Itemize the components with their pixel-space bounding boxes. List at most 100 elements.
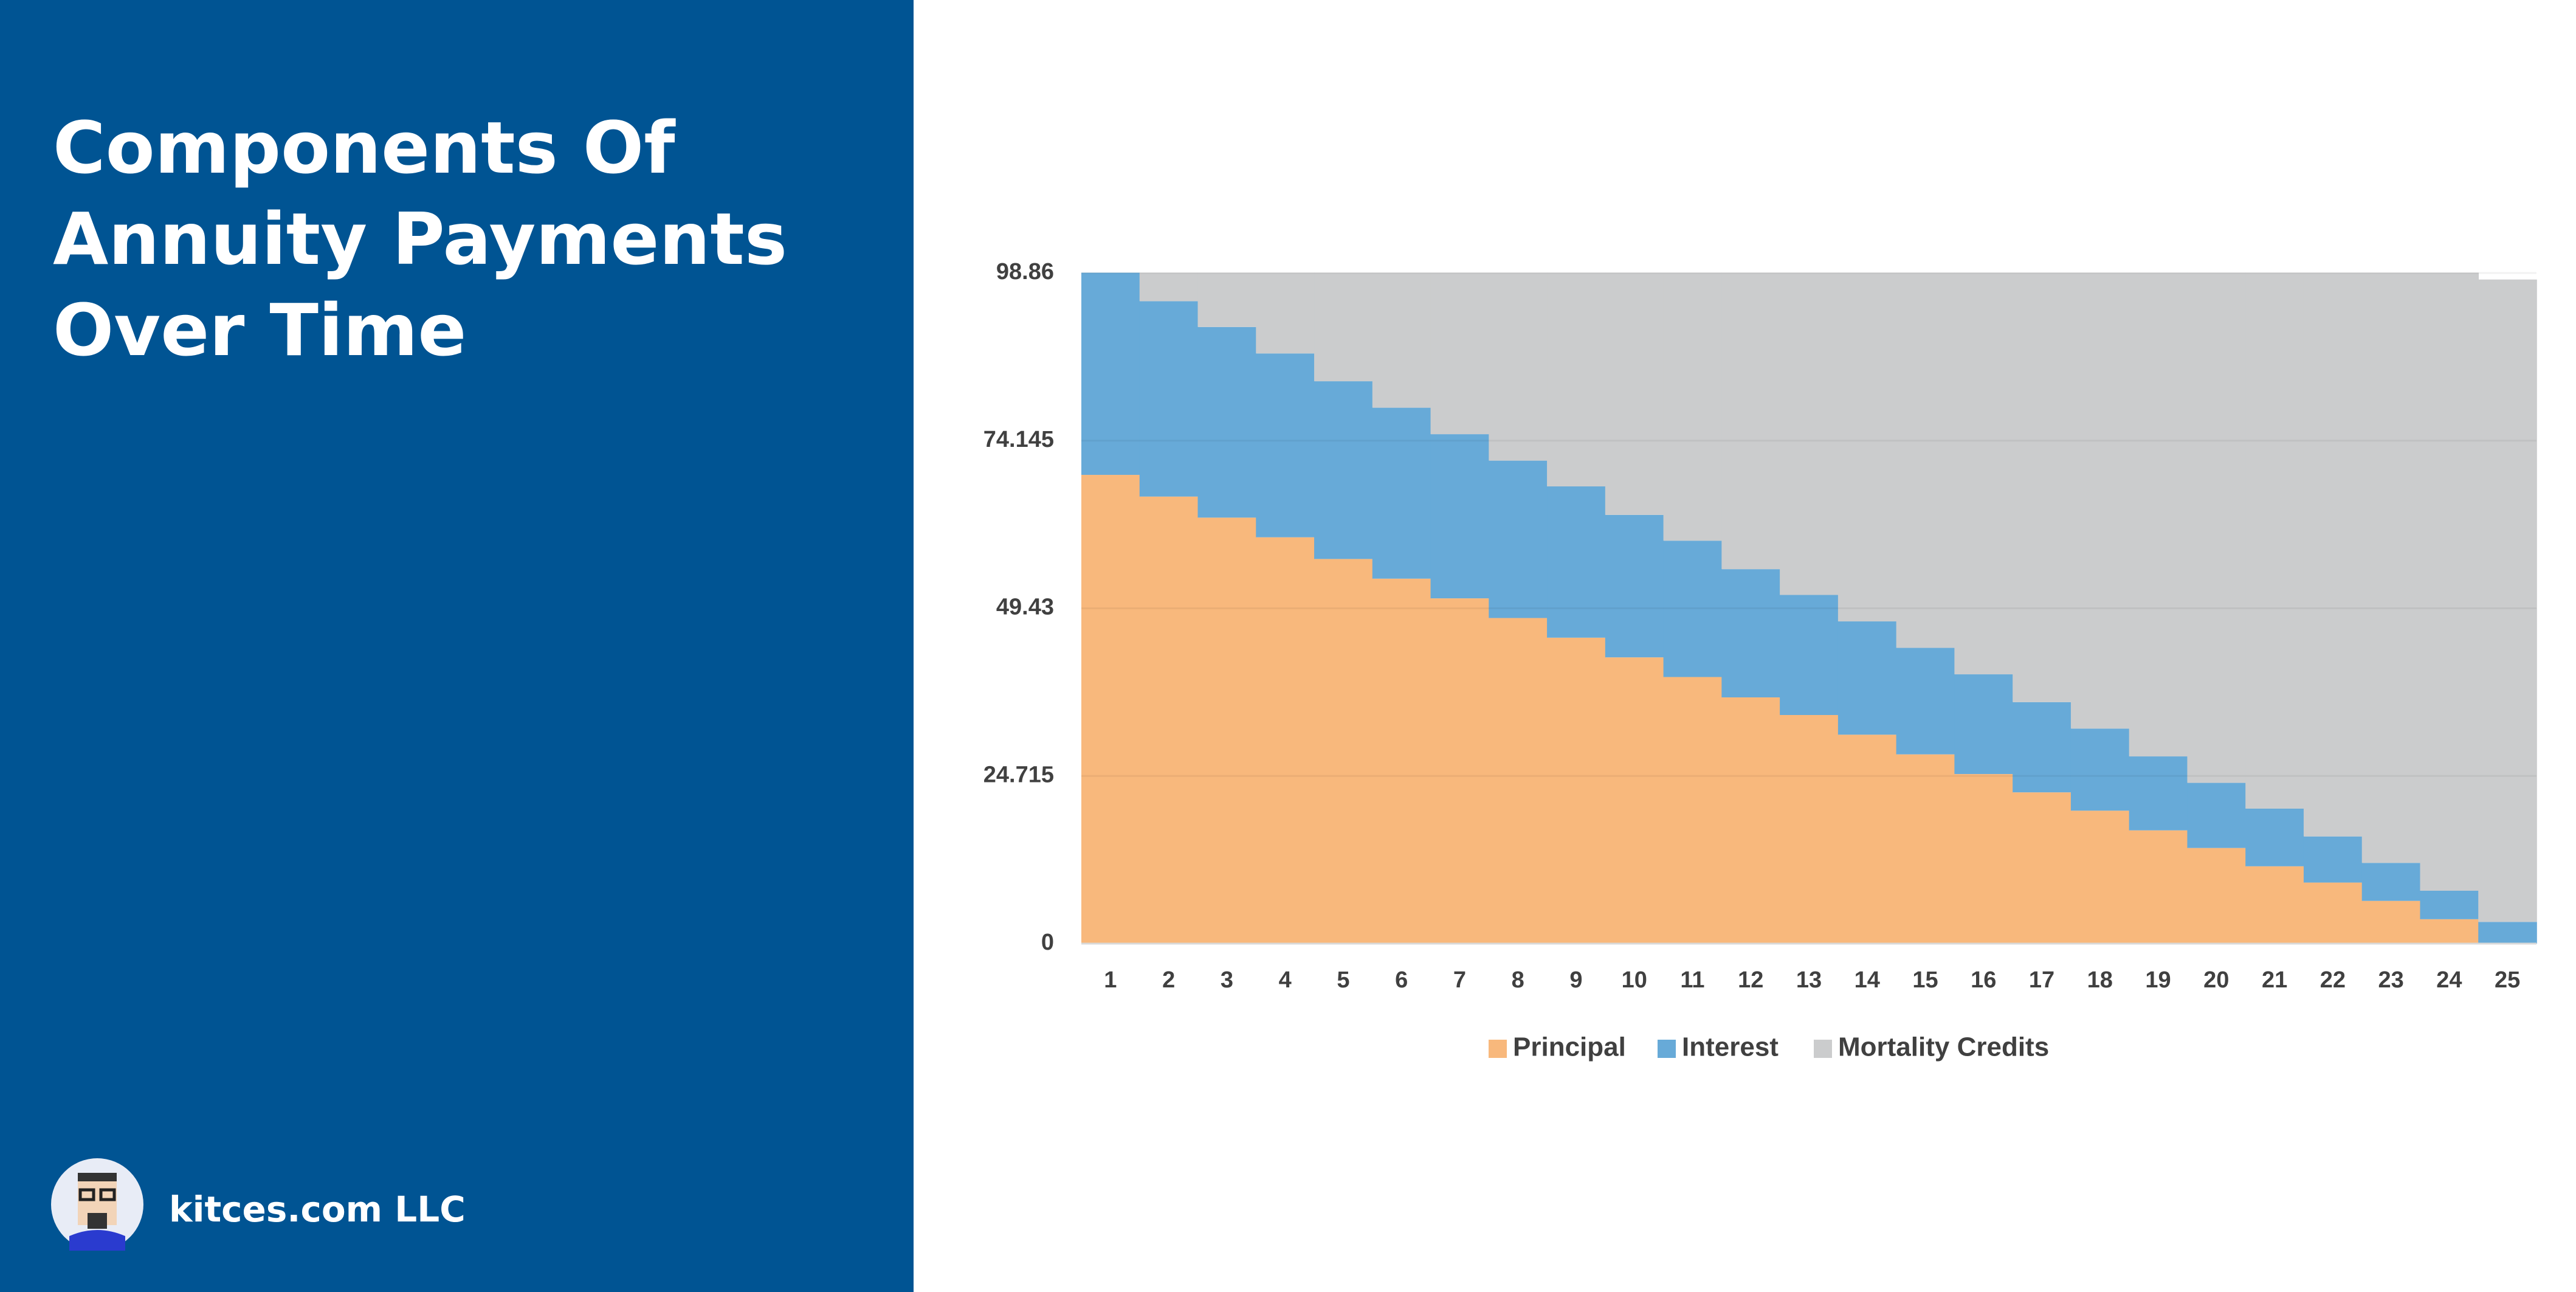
x-tick-label: 25 — [2495, 967, 2520, 993]
bar-segment — [1954, 674, 2013, 775]
bar-segment — [1139, 272, 1199, 302]
legend-swatch — [1814, 1040, 1832, 1058]
x-tick-label: 9 — [1569, 967, 1582, 993]
bar-segment — [2420, 919, 2479, 944]
bar-segment — [1780, 272, 1839, 595]
bar-segment — [2187, 782, 2246, 848]
bar-segment — [1256, 272, 1315, 354]
y-tick-label: 98.86 — [996, 259, 1054, 285]
bar-segment — [1547, 486, 1606, 638]
bar-segment — [2478, 922, 2537, 944]
bar-segment — [1837, 734, 1897, 944]
bar-segment — [1605, 272, 1664, 515]
bar-segment — [1721, 569, 1780, 697]
bar-segment — [1256, 537, 1315, 944]
legend-label: Mortality Credits — [1838, 1032, 2049, 1062]
bar-segment — [2129, 272, 2188, 757]
bar-segment — [2070, 272, 2130, 729]
bar-segment — [2129, 830, 2188, 944]
bar-segment — [2245, 272, 2304, 809]
bar-segment — [1780, 595, 1839, 716]
bar-segment — [1256, 353, 1315, 537]
x-tick-label: 7 — [1453, 967, 1466, 993]
bar-segment — [2013, 272, 2071, 702]
bar-segment — [1314, 272, 1373, 382]
x-tick-label: 3 — [1221, 967, 1233, 993]
x-tick-label: 13 — [1796, 967, 1822, 993]
x-tick-label: 10 — [1622, 967, 1647, 993]
bar-segment — [2361, 900, 2421, 944]
bar-segment — [2070, 728, 2130, 811]
bar-segment — [1197, 272, 1257, 327]
x-tick-label: 2 — [1162, 967, 1175, 993]
y-tick-label: 74.145 — [983, 427, 1054, 452]
bar-segment — [2245, 866, 2304, 944]
bar-segment — [2478, 279, 2537, 922]
bar-segment — [1663, 677, 1723, 944]
legend-label: Interest — [1682, 1032, 1779, 1062]
legend-swatch — [1658, 1040, 1676, 1058]
legend-label: Principal — [1513, 1032, 1626, 1062]
y-tick-label: 49.43 — [996, 595, 1054, 620]
bar-segment — [1605, 657, 1664, 944]
x-tick-label: 20 — [2203, 967, 2229, 993]
x-tick-label: 8 — [1512, 967, 1524, 993]
bar-segment — [1314, 381, 1373, 559]
bar-segment — [1139, 496, 1199, 944]
x-tick-label: 1 — [1104, 967, 1117, 993]
bar-segment — [1081, 475, 1140, 944]
side-panel: Components Of Annuity Payments Over Time… — [0, 0, 914, 1292]
bar-segment — [1197, 517, 1257, 944]
x-tick-label: 22 — [2320, 967, 2346, 993]
bar-segment — [1547, 637, 1606, 944]
bar-segment — [2187, 848, 2246, 944]
bar-segment — [2129, 756, 2188, 831]
bar-segment — [1837, 272, 1897, 622]
bar-segment — [1663, 541, 1723, 677]
bar-segment — [1489, 618, 1548, 944]
bar-segment — [1896, 272, 1955, 648]
x-tick-label: 16 — [1971, 967, 1996, 993]
x-tick-label: 18 — [2087, 967, 2113, 993]
bar-segment — [1896, 754, 1955, 944]
bar-segment — [1372, 407, 1431, 579]
brand: kitces.com LLC — [169, 1189, 466, 1230]
x-tick-label: 17 — [2029, 967, 2054, 993]
bar-segment — [1837, 621, 1897, 735]
bar-segment — [1547, 272, 1606, 487]
bar-segment — [1954, 272, 2013, 675]
bar-segment — [1372, 272, 1431, 408]
y-tick-label: 24.715 — [983, 762, 1054, 787]
bar-segment — [2361, 272, 2421, 863]
bar-segment — [1605, 514, 1664, 658]
bar-segment — [2187, 272, 2246, 783]
bar-segment — [2420, 272, 2479, 891]
x-tick-label: 19 — [2145, 967, 2171, 993]
bar-segment — [2303, 272, 2363, 837]
bar-segment — [2303, 882, 2363, 944]
bar-segment — [1430, 434, 1490, 599]
y-tick-label: 0 — [1041, 930, 1054, 955]
bar-segment — [1314, 559, 1373, 944]
x-tick-label: 4 — [1279, 967, 1292, 993]
bar-segment — [1197, 326, 1257, 518]
x-tick-label: 6 — [1395, 967, 1408, 993]
bar-segment — [2013, 792, 2071, 944]
bar-segment — [2013, 702, 2071, 793]
bar-segment — [2245, 808, 2304, 866]
bar-segment — [1489, 272, 1548, 461]
chart: 1 2 3 4 5 6 7 8 9 10 11 12 13 14 15 16 17 18 19 20 21 22 23 24 2… — [983, 259, 2537, 1062]
legend-swatch — [1489, 1040, 1507, 1058]
bar-segment — [1954, 774, 2013, 944]
bar-segment — [1489, 460, 1548, 618]
x-tick-label: 21 — [2262, 967, 2287, 993]
bar-segment — [2361, 863, 2421, 901]
bar-segment — [1139, 301, 1199, 497]
bar-segment — [1721, 272, 1780, 570]
bar-segment — [1372, 578, 1431, 944]
bar-segment — [1081, 272, 1140, 475]
x-tick-label: 11 — [1680, 967, 1704, 993]
bar-segment — [1780, 715, 1839, 944]
x-tick-label: 15 — [1912, 967, 1938, 993]
